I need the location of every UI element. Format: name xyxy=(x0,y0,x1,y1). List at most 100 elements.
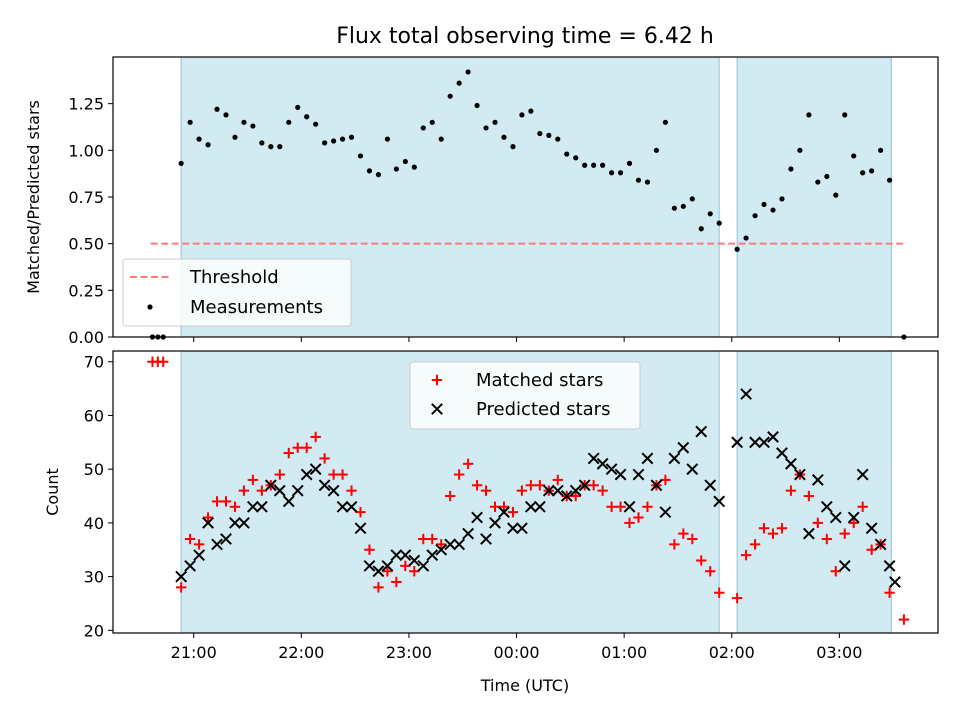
matched-stars-point xyxy=(687,533,698,545)
y-tick-label: 70 xyxy=(84,353,104,372)
legend: Threshold Measurements xyxy=(122,258,352,327)
matched-stars-point xyxy=(857,501,868,512)
predicted-stars-point xyxy=(229,516,241,529)
measurements-point xyxy=(608,170,615,176)
predicted-stars-point xyxy=(802,527,815,540)
predicted-stars-point xyxy=(614,468,627,481)
matched-stars-point xyxy=(740,549,752,561)
measurements-point xyxy=(277,144,283,150)
x-tick-label: 03:00 xyxy=(816,643,862,662)
measurements-point xyxy=(456,80,462,86)
legend-label: Matched stars xyxy=(476,370,603,391)
matched-stars-point xyxy=(409,566,420,577)
measurements-point xyxy=(420,125,426,131)
observing-window-2 xyxy=(736,56,892,338)
matched-stars-point xyxy=(713,587,725,598)
matched-stars-point xyxy=(229,501,241,512)
predicted-stars-point xyxy=(596,457,609,470)
predicted-stars-point xyxy=(309,463,322,476)
measurements-point xyxy=(313,121,319,127)
predicted-stars-point xyxy=(668,452,681,465)
predicted-stars-point xyxy=(417,559,430,572)
matched-stars-point xyxy=(480,485,492,496)
matched-stars-point xyxy=(193,539,205,550)
predicted-stars-point xyxy=(686,463,699,476)
measurements-point xyxy=(635,177,642,183)
measurements-point xyxy=(698,226,704,232)
predicted-stars-point xyxy=(874,538,887,551)
matched-stars-point xyxy=(498,501,510,512)
measurements-point xyxy=(322,140,328,146)
matched-stars-point xyxy=(570,490,581,502)
matched-stars-point xyxy=(660,474,671,486)
matched-stars-point xyxy=(830,566,841,577)
matched-stars-point xyxy=(758,523,770,534)
measurements-point xyxy=(429,119,435,125)
predicted-stars-point xyxy=(480,533,492,545)
predicted-stars-point xyxy=(462,527,475,540)
y-axis-label-bottom: Count xyxy=(43,468,62,516)
legend-label: Measurements xyxy=(190,297,323,318)
measurements-point xyxy=(743,235,749,241)
predicted-stars-point xyxy=(246,500,259,513)
x-tick-label: 23:00 xyxy=(386,643,432,662)
matched-stars-point xyxy=(400,560,411,572)
measurements-point xyxy=(779,196,785,202)
x-axis-label: Time (UTC) xyxy=(480,676,569,695)
measurements-point xyxy=(232,134,238,140)
measurements-point xyxy=(492,119,498,125)
measurements-point xyxy=(833,192,839,198)
measurements-point xyxy=(304,114,310,120)
predicted-stars-point xyxy=(542,484,555,497)
measurements-point xyxy=(178,160,184,166)
predicted-stars-point xyxy=(238,516,250,529)
predicted-stars-point xyxy=(811,474,824,486)
legend-box xyxy=(409,361,641,430)
predicted-stars-point xyxy=(829,511,842,524)
matched-stars-point xyxy=(337,469,348,480)
matched-stars-point xyxy=(812,517,824,529)
legend-label: Predicted stars xyxy=(476,399,610,420)
measurements-point xyxy=(510,144,516,150)
predicted-stars-point xyxy=(381,559,394,572)
measurements-point xyxy=(223,112,229,118)
matched-stars-point xyxy=(292,442,303,453)
matched-stars-point xyxy=(427,533,438,545)
measurements-point xyxy=(438,136,444,142)
matched-stars-point xyxy=(355,506,366,518)
matched-stars-point xyxy=(776,523,788,534)
measurements-point xyxy=(869,168,875,174)
y-tick-label: 20 xyxy=(84,621,104,640)
matched-stars-point xyxy=(749,539,761,550)
predicted-stars-point xyxy=(551,484,564,497)
measurements-point xyxy=(537,130,543,137)
y-tick-label: 1.00 xyxy=(68,141,104,160)
predicted-stars-point xyxy=(578,479,591,492)
predicted-stars-point xyxy=(623,500,636,513)
measurements-point xyxy=(680,203,686,209)
predicted-stars-point xyxy=(507,522,519,535)
measurements-point xyxy=(653,147,660,153)
predicted-stars-point xyxy=(399,549,412,562)
predicted-stars-point xyxy=(336,500,349,513)
matched-stars-point xyxy=(884,587,895,598)
predicted-stars-point xyxy=(569,484,582,497)
measurements-point xyxy=(573,155,579,161)
matched-stars-point xyxy=(624,517,635,529)
predicted-stars-point xyxy=(776,447,788,459)
y-tick-label: 40 xyxy=(84,514,104,533)
matched-stars-point xyxy=(705,566,716,577)
measurements-point xyxy=(348,134,355,140)
matched-stars-point xyxy=(274,469,285,480)
predicted-stars-point xyxy=(695,425,708,438)
count-panel: 20 30 40 50 60 70 21:00 22:00 23:00 00:00 01:00 02:… xyxy=(84,350,939,662)
predicted-stars-point xyxy=(318,479,331,492)
measurements-point xyxy=(339,136,346,142)
measurements-point xyxy=(851,153,857,159)
y-tick-label: 50 xyxy=(84,460,104,479)
matched-stars-point xyxy=(606,501,617,512)
predicted-stars-point xyxy=(408,554,421,567)
predicted-stars-point xyxy=(713,495,726,508)
predicted-stars-point xyxy=(785,457,797,470)
measurements-point xyxy=(564,151,570,157)
